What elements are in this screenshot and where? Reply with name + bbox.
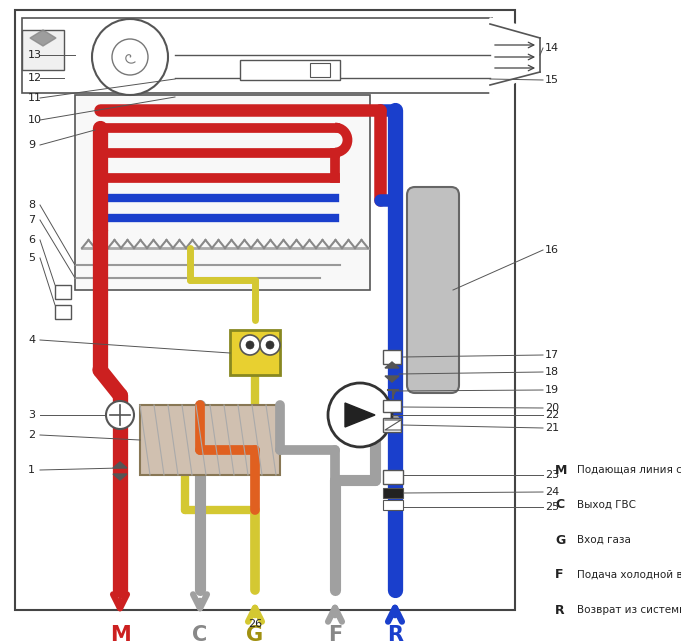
Bar xyxy=(383,400,401,412)
Text: 18: 18 xyxy=(545,367,559,377)
Text: 6: 6 xyxy=(28,235,35,245)
Polygon shape xyxy=(490,18,530,95)
Text: 5: 5 xyxy=(28,253,35,263)
Text: C: C xyxy=(192,625,208,641)
Text: 16: 16 xyxy=(545,245,559,255)
Polygon shape xyxy=(30,30,56,46)
Circle shape xyxy=(92,19,168,95)
Bar xyxy=(383,350,401,364)
Circle shape xyxy=(328,383,392,447)
Text: 3: 3 xyxy=(28,410,35,420)
Bar xyxy=(55,285,71,299)
Polygon shape xyxy=(385,376,399,382)
Text: G: G xyxy=(555,533,565,547)
Text: 1: 1 xyxy=(28,465,35,475)
Polygon shape xyxy=(345,403,375,427)
Bar xyxy=(140,405,280,475)
Text: 24: 24 xyxy=(545,487,559,497)
Text: F: F xyxy=(555,569,563,581)
Circle shape xyxy=(260,335,280,355)
Text: Возврат из системы отопления: Возврат из системы отопления xyxy=(577,605,681,615)
Text: 19: 19 xyxy=(545,385,559,395)
Text: 11: 11 xyxy=(28,93,42,103)
Bar xyxy=(230,330,280,375)
Circle shape xyxy=(246,341,254,349)
Text: 2: 2 xyxy=(28,430,35,440)
Text: M: M xyxy=(110,625,130,641)
Text: R: R xyxy=(555,603,565,617)
Circle shape xyxy=(106,401,134,429)
Text: 4: 4 xyxy=(28,335,35,345)
Text: 13: 13 xyxy=(28,50,42,60)
Polygon shape xyxy=(113,474,127,480)
Text: 7: 7 xyxy=(28,215,35,225)
Bar xyxy=(22,18,492,93)
Circle shape xyxy=(240,335,260,355)
Text: 8: 8 xyxy=(28,200,35,210)
Text: C: C xyxy=(555,499,564,512)
Polygon shape xyxy=(113,462,127,468)
Text: Выход ГВС: Выход ГВС xyxy=(577,500,636,510)
Text: 25: 25 xyxy=(545,502,559,512)
Text: 14: 14 xyxy=(545,43,559,53)
Text: 22: 22 xyxy=(545,410,559,420)
Bar xyxy=(22,30,64,70)
Polygon shape xyxy=(490,22,535,90)
Bar xyxy=(310,63,330,77)
Text: 20: 20 xyxy=(545,403,559,413)
Text: 17: 17 xyxy=(545,350,559,360)
Text: M: M xyxy=(555,463,567,476)
Text: 9: 9 xyxy=(28,140,35,150)
Bar xyxy=(15,10,515,610)
Polygon shape xyxy=(385,362,399,368)
FancyBboxPatch shape xyxy=(407,187,459,393)
Circle shape xyxy=(266,341,274,349)
Text: 23: 23 xyxy=(545,470,559,480)
Text: F: F xyxy=(328,625,342,641)
Text: 26: 26 xyxy=(248,619,262,629)
Bar xyxy=(55,305,71,319)
Text: 15: 15 xyxy=(545,75,559,85)
Bar xyxy=(240,60,340,80)
Bar xyxy=(383,470,403,484)
Bar xyxy=(383,418,401,432)
Text: 12: 12 xyxy=(28,73,42,83)
Text: Подающая линия системы отопления: Подающая линия системы отопления xyxy=(577,465,681,475)
Text: 21: 21 xyxy=(545,423,559,433)
Text: Подача холодной воды: Подача холодной воды xyxy=(577,570,681,580)
Text: R: R xyxy=(387,625,403,641)
Bar xyxy=(383,500,403,510)
Text: G: G xyxy=(247,625,264,641)
Bar xyxy=(383,488,403,498)
Bar xyxy=(75,95,370,290)
Text: Вход газа: Вход газа xyxy=(577,535,631,545)
Text: 10: 10 xyxy=(28,115,42,125)
